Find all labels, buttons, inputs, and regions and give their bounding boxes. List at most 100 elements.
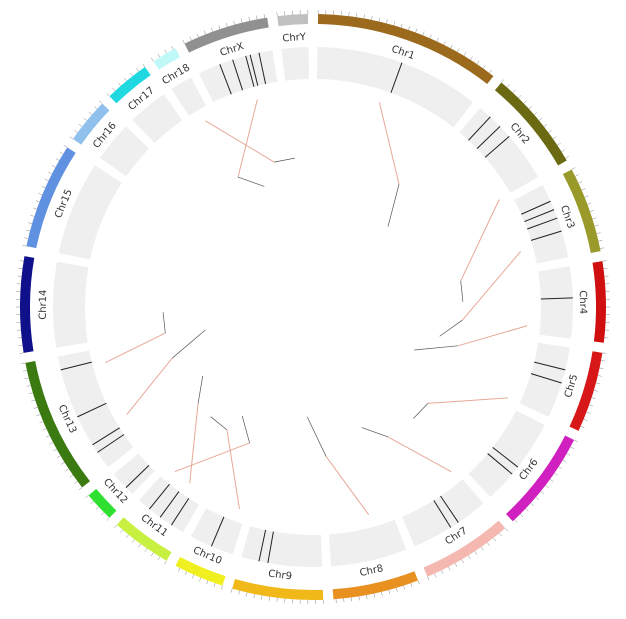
tick (545, 485, 548, 487)
tick (192, 575, 194, 579)
tick (587, 203, 591, 204)
tick (364, 15, 365, 19)
tick (39, 193, 43, 195)
tick (394, 22, 395, 26)
track (241, 526, 322, 567)
tick (427, 577, 429, 581)
tick (221, 586, 222, 590)
tick (101, 512, 104, 515)
tick (22, 245, 26, 246)
tick (42, 186, 46, 188)
tick (589, 405, 593, 406)
tick (598, 375, 602, 376)
tick (411, 583, 412, 587)
tick (389, 590, 390, 594)
tick (99, 101, 102, 104)
tick (61, 462, 64, 464)
tick (408, 26, 409, 30)
tick (567, 454, 570, 456)
tick (65, 469, 68, 471)
tick (126, 535, 129, 538)
tick (91, 501, 94, 504)
tick (254, 594, 255, 598)
tick (526, 509, 529, 512)
tick (553, 137, 556, 139)
tick (37, 414, 41, 415)
tick (493, 538, 495, 541)
tick (197, 34, 199, 38)
tick (114, 525, 117, 528)
tick (575, 174, 579, 176)
link (461, 200, 499, 281)
track (329, 520, 406, 567)
tick (239, 591, 240, 595)
tick (64, 145, 67, 147)
tick (404, 586, 405, 590)
tick (587, 412, 591, 413)
tick (165, 50, 167, 53)
tick (31, 215, 35, 216)
tick (396, 588, 397, 592)
tick (418, 581, 419, 585)
tick (557, 143, 560, 145)
tick (359, 596, 360, 600)
chromosome-arc (20, 256, 34, 353)
tick (107, 518, 110, 521)
tick (138, 544, 140, 547)
tick (171, 46, 173, 50)
tick (79, 124, 82, 126)
tick (34, 407, 38, 408)
tree-branch (238, 177, 264, 186)
tick (531, 503, 534, 506)
tick (602, 353, 606, 354)
tick (70, 137, 73, 139)
link (238, 99, 257, 177)
tick (518, 95, 521, 98)
tick (50, 442, 54, 444)
tick (24, 238, 28, 239)
tick (549, 130, 552, 132)
tick (462, 559, 464, 562)
tick (592, 398, 596, 399)
tick (269, 597, 270, 601)
tick (534, 112, 537, 115)
tick (602, 261, 606, 262)
link (379, 103, 399, 185)
tick (603, 268, 607, 269)
chromosome-label: Chr9 (268, 569, 293, 583)
link (428, 398, 508, 404)
tick (448, 567, 450, 571)
tick (56, 159, 59, 161)
tick (96, 507, 99, 510)
tick (46, 435, 50, 437)
tick (544, 124, 547, 126)
tick (26, 230, 30, 231)
tick (435, 574, 437, 578)
tick (437, 38, 439, 42)
tick (416, 29, 417, 33)
tick (520, 514, 523, 517)
tick (23, 370, 27, 371)
tick (31, 400, 35, 401)
chromosome-label: Chr3 (558, 204, 576, 230)
tick (351, 597, 352, 601)
tick (178, 568, 180, 572)
tick (561, 150, 564, 152)
tick (190, 37, 192, 41)
tick (464, 52, 466, 55)
tick (52, 165, 56, 167)
track (538, 266, 573, 338)
tick (136, 68, 138, 71)
tick (585, 196, 589, 197)
tick (249, 17, 250, 21)
tick (246, 592, 247, 596)
tick (124, 78, 127, 81)
tick (371, 16, 372, 20)
tick (513, 90, 516, 93)
tick (489, 70, 491, 73)
tick (143, 64, 145, 67)
track (468, 411, 544, 498)
tick (539, 118, 542, 121)
tick (25, 378, 29, 379)
tick (581, 426, 585, 428)
